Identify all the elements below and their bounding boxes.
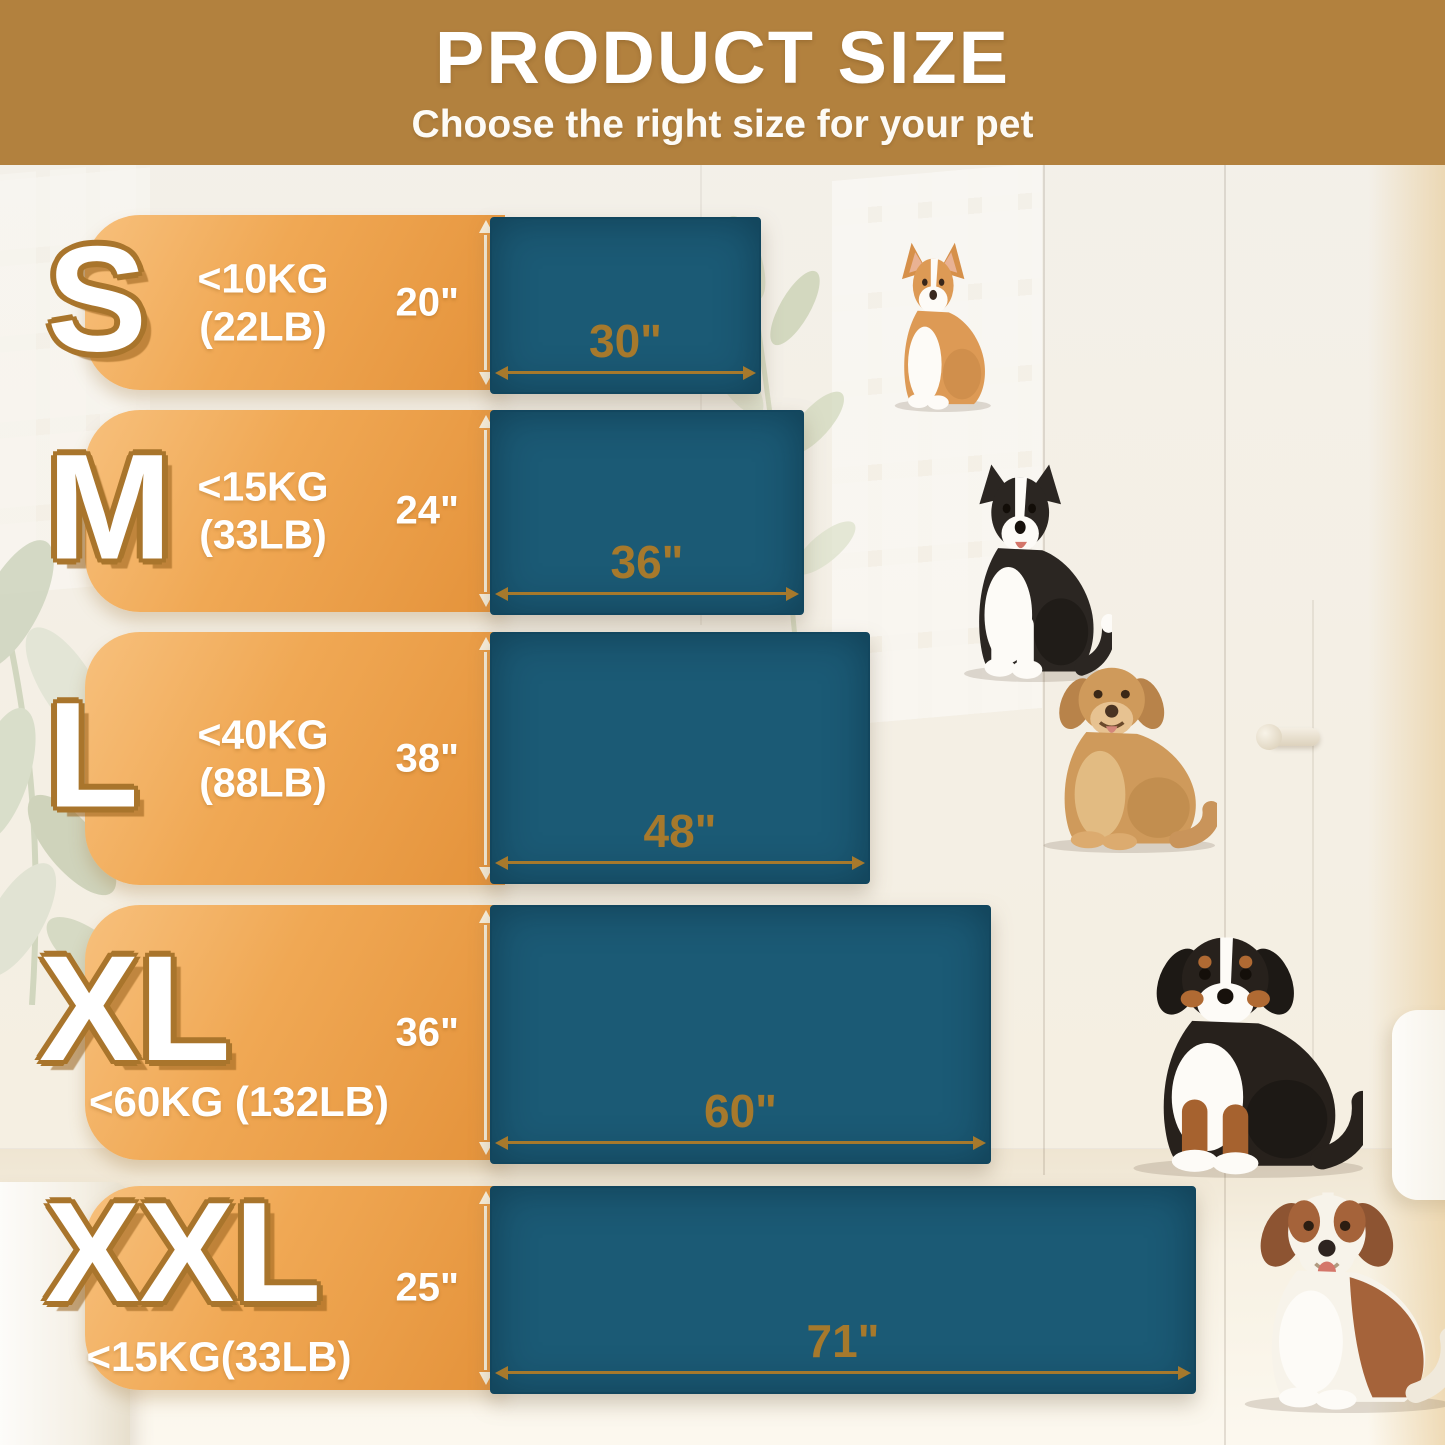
size-row-xxl: XXL <15KG(33LB) 25" xyxy=(45,1182,505,1390)
width-dimension-l: 48" xyxy=(643,805,717,857)
height-arrow-icon xyxy=(484,925,487,1140)
size-letter-s: S xyxy=(47,214,148,382)
weight-line: (88LB) xyxy=(199,759,327,806)
size-row-xl: XL <60KG (132LB) 36" xyxy=(39,905,505,1160)
white-furniture xyxy=(1392,1010,1445,1200)
weight-range-m: <15KG (33LB) xyxy=(143,463,383,560)
height-dimension-xxl: 25" xyxy=(395,1265,459,1310)
weight-line: (33LB) xyxy=(199,512,327,558)
door-seam xyxy=(700,165,702,625)
weight-range-xxl: <15KG(33LB) xyxy=(86,1333,352,1380)
height-arrow-icon xyxy=(484,235,487,370)
weight-line: (22LB) xyxy=(199,303,327,350)
door-knob xyxy=(1256,724,1320,750)
width-dimension-xl: 60" xyxy=(704,1085,777,1137)
header-banner: PRODUCT SIZE Choose the right size for y… xyxy=(0,0,1445,165)
height-arrow-icon xyxy=(484,652,487,865)
dog-border-collie xyxy=(964,464,1112,682)
border-collie-figure xyxy=(964,464,1112,682)
mat-s: 30" xyxy=(490,217,761,394)
weight-line: <10KG xyxy=(197,255,329,302)
dog-corgi xyxy=(894,242,991,412)
width-dimension-s: 30" xyxy=(589,315,662,367)
height-dimension-s: 20" xyxy=(395,280,459,324)
weight-range-s: <10KG (22LB) xyxy=(143,254,383,351)
width-arrow-icon xyxy=(508,371,743,374)
mat-m: 36" xyxy=(490,410,804,615)
size-letter-m: M xyxy=(47,422,172,591)
door-seam xyxy=(1312,600,1314,1160)
bernese-figure xyxy=(1133,937,1363,1178)
mat-xxl: 71" xyxy=(490,1186,1196,1394)
width-arrow-icon xyxy=(508,1371,1178,1374)
width-arrow-icon xyxy=(508,861,852,864)
size-letter-xl: XL xyxy=(39,924,231,1092)
st-bernard-figure xyxy=(1244,1192,1445,1413)
door-seam xyxy=(1224,165,1226,1445)
size-letter-l: L xyxy=(47,670,139,838)
width-arrow-icon xyxy=(508,592,786,595)
weight-range-xl: <60KG (132LB) xyxy=(89,1078,389,1125)
size-row-s: S <10KG (22LB) 20" xyxy=(47,215,505,390)
height-arrow-icon xyxy=(484,1206,487,1370)
dog-st-bernard xyxy=(1244,1192,1445,1413)
weight-line: <15KG xyxy=(197,463,329,510)
height-dimension-xl: 36" xyxy=(395,1010,459,1054)
page-subtitle: Choose the right size for your pet xyxy=(411,103,1034,146)
width-dimension-m: 36" xyxy=(610,536,684,588)
mat-xl: 60" xyxy=(490,905,991,1164)
width-arrow-icon xyxy=(508,1141,973,1144)
width-dimension-xxl: 71" xyxy=(806,1315,880,1367)
corgi-figure xyxy=(894,242,991,412)
weight-range-l: <40KG (88LB) xyxy=(143,710,383,807)
dog-golden-retriever xyxy=(1043,667,1217,853)
weight-line: <40KG xyxy=(197,711,329,758)
dog-bernese-mountain-dog xyxy=(1133,937,1363,1178)
height-dimension-m: 24" xyxy=(395,488,459,533)
golden-retriever-figure xyxy=(1043,667,1217,853)
size-row-l: L <40KG (88LB) 38" xyxy=(47,632,505,885)
page-title: PRODUCT SIZE xyxy=(435,16,1010,99)
size-row-m: M <15KG (33LB) 24" xyxy=(47,410,505,612)
mat-l: 48" xyxy=(490,632,870,884)
height-arrow-icon xyxy=(484,430,487,592)
height-dimension-l: 38" xyxy=(395,736,459,780)
size-letter-xxl: XXL xyxy=(45,1173,322,1332)
